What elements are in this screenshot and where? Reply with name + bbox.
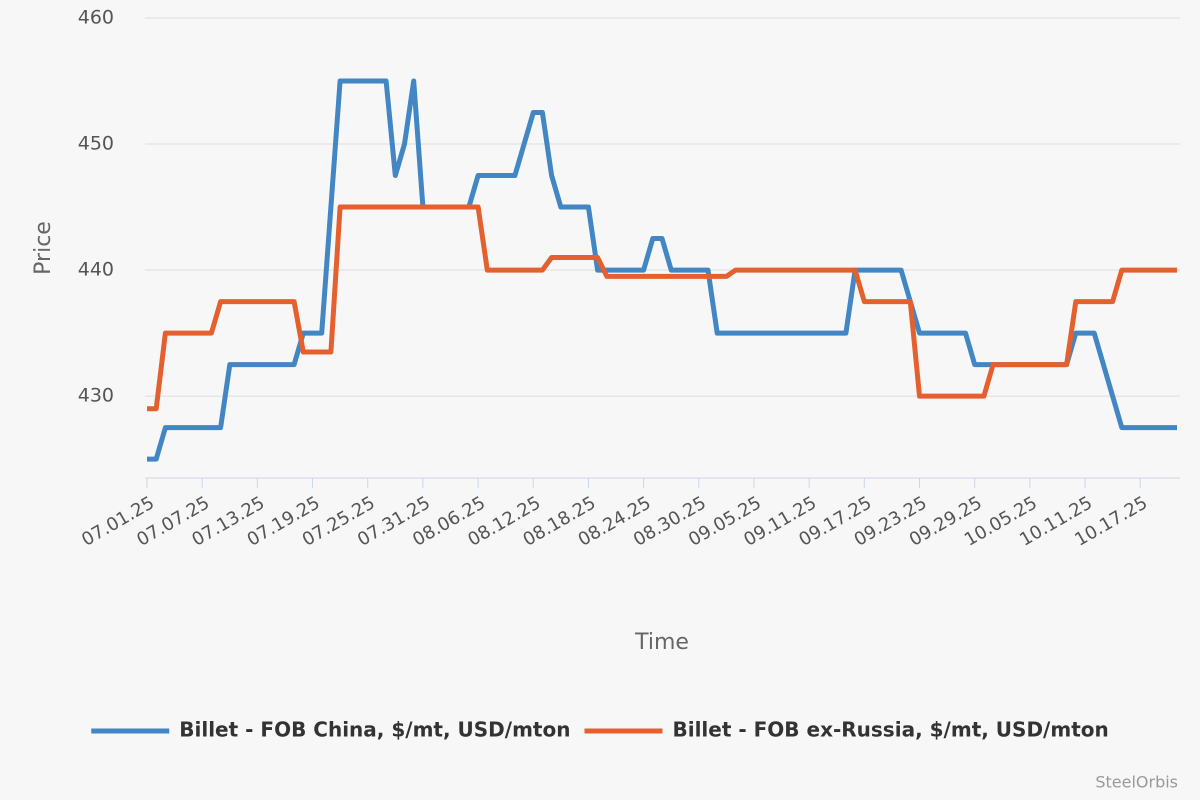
y-tick-label: 460	[78, 7, 114, 29]
x-axis-label: Time	[634, 630, 689, 655]
y-tick-label: 440	[78, 259, 114, 281]
y-tick-label: 450	[78, 133, 114, 155]
y-tick-label: 430	[78, 385, 114, 407]
legend-label: Billet - FOB China, $/mt, USD/mton	[179, 718, 570, 742]
series-line	[147, 78, 1177, 462]
legend-label: Billet - FOB ex-Russia, $/mt, USD/mton	[672, 718, 1108, 742]
credit: SteelOrbis	[1095, 773, 1178, 792]
series-line	[147, 204, 1177, 412]
y-axis-label: Price	[31, 221, 56, 275]
